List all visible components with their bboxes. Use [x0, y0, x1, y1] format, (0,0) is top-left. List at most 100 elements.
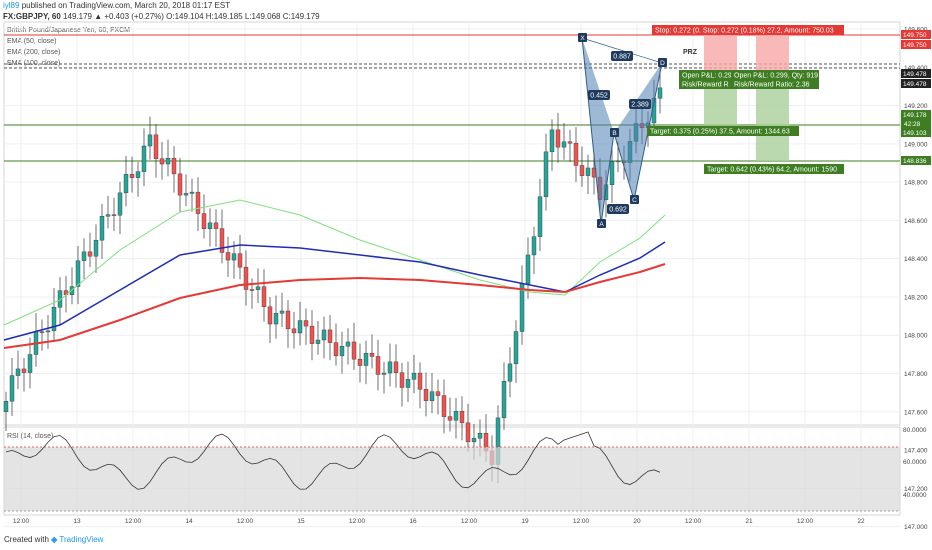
candle-body [45, 330, 51, 333]
target-box-2-text: Target: 0.642 (0.43%) 64.2, Amount: 1590 [707, 167, 837, 174]
candle-body [51, 306, 57, 332]
footer: Created with ◈ TradingView [4, 535, 103, 544]
y-tick-label: 147.000 [904, 524, 928, 531]
pattern-point-label: D [660, 60, 665, 67]
indicator-ema50[interactable]: EMA (50, close) [7, 38, 57, 45]
candle-body [27, 354, 33, 373]
x-tick-label: 12:00 [461, 518, 478, 525]
y-tick-label: 147.400 [904, 448, 928, 455]
candle-body [321, 329, 327, 341]
candle-body [549, 129, 555, 153]
countdown-label: 42:28 [904, 121, 921, 128]
symbol-label[interactable]: FX:GBPJPY, 60 [3, 12, 61, 21]
y-tick-label: 148.200 [904, 294, 928, 301]
candle-body [141, 145, 147, 172]
candle-body [159, 158, 165, 165]
pattern-xd [581, 37, 663, 64]
candle-body [255, 286, 261, 290]
candle-body [207, 222, 213, 229]
pnl-box-1-text: Risk/Reward R [682, 82, 729, 89]
pattern-point-label: C [632, 197, 637, 204]
brand-name[interactable]: TradingView [59, 535, 104, 544]
x-tick-label: 12:00 [237, 518, 254, 525]
candle-body [531, 236, 537, 256]
pattern-point-label: B [612, 130, 616, 137]
price-scale-label: 149.478 [903, 81, 927, 88]
candle-body [525, 254, 531, 284]
price-scale-tag [901, 30, 931, 39]
candle-body [15, 368, 21, 376]
candle-body [585, 167, 591, 176]
target-box-2-bg [704, 164, 844, 174]
y-tick-label: 149.000 [904, 141, 928, 148]
ratio-badge [607, 204, 629, 214]
target-box-1-bg [647, 126, 799, 136]
ratio-badge [611, 51, 633, 61]
candle-body [171, 158, 177, 175]
candle-body [447, 416, 453, 421]
candle-body [111, 214, 117, 216]
tradingview-logo-icon[interactable]: ◈ [51, 535, 58, 544]
candle-body [507, 363, 513, 382]
candle-body [459, 411, 465, 424]
indicator-ema100[interactable]: EMA (100, close) [7, 60, 61, 67]
x-tick-label: 22 [857, 518, 865, 525]
ema200-line [3, 263, 666, 349]
pnl-box-1-text: Open P&L: 0.29 [682, 73, 732, 80]
price-scale-tag [901, 40, 931, 49]
ohlc-values: 149.179 ▲ +0.403 (+0.27%) O:149.104 H:14… [63, 12, 320, 21]
pattern-point-marker [610, 128, 619, 137]
target-zone-1 [704, 85, 737, 125]
x-tick-label: 12:00 [573, 518, 590, 525]
pnl-box-2-text: Open P&L: 0.299, Qty: 919 [734, 73, 818, 80]
candle-body [399, 372, 405, 388]
candle-body [177, 173, 183, 196]
x-tick-label: 21 [745, 518, 753, 525]
author-link[interactable]: iyl89 [3, 1, 20, 10]
candle-body [501, 381, 507, 419]
x-tick-label: 20 [633, 518, 641, 525]
stop-box-bg [652, 25, 844, 35]
x-tick-label: 15 [297, 518, 305, 525]
rsi-label[interactable]: RSI (14, close) [7, 433, 54, 440]
candle-body [513, 331, 519, 365]
candle-body [309, 325, 315, 344]
candle-body [135, 171, 141, 178]
candle-body [201, 213, 207, 229]
indicator-series[interactable]: British Pound/Japanese Yen, 60, FXCM [7, 27, 130, 34]
candle-body [375, 356, 381, 375]
candle-body [345, 341, 351, 347]
y-tick-label: 149.400 [904, 65, 928, 72]
candle-body [75, 260, 81, 287]
y-tick-label: 148.800 [904, 180, 928, 187]
x-tick-label: 13 [73, 518, 81, 525]
pattern-point-label: X [580, 35, 585, 42]
y-tick-label: 147.800 [904, 371, 928, 378]
target-box-1-text: Target: 0.375 (0.25%) 37.5, Amount: 1344… [650, 129, 790, 136]
candle-body [363, 352, 369, 366]
candle-body [39, 331, 45, 333]
stop-zone-1 [704, 35, 737, 71]
candle-body [357, 358, 363, 366]
x-tick-label: 12:00 [685, 518, 702, 525]
ratio-label: 2.389 [631, 102, 649, 109]
candle-body [567, 141, 573, 144]
target-zone-2 [756, 85, 789, 161]
ratio-label: 0.452 [590, 93, 608, 100]
price-scale-tag [901, 110, 931, 119]
indicator-ema200[interactable]: EMA (200, close) [7, 49, 61, 56]
rsi-tick-label: 60.0000 [903, 459, 927, 466]
candle-body [477, 432, 483, 439]
candle-body [471, 438, 477, 443]
y-tick-label: 147.200 [904, 486, 928, 493]
candle-body [243, 266, 249, 290]
pattern-point-marker [597, 219, 606, 228]
candle-body [333, 342, 339, 357]
ratio-badge [588, 90, 610, 100]
price-pane-border [3, 21, 901, 426]
candle-body [105, 214, 111, 217]
y-tick-label: 148.000 [904, 333, 928, 340]
candle-body [429, 391, 435, 401]
candle-body [3, 401, 9, 413]
